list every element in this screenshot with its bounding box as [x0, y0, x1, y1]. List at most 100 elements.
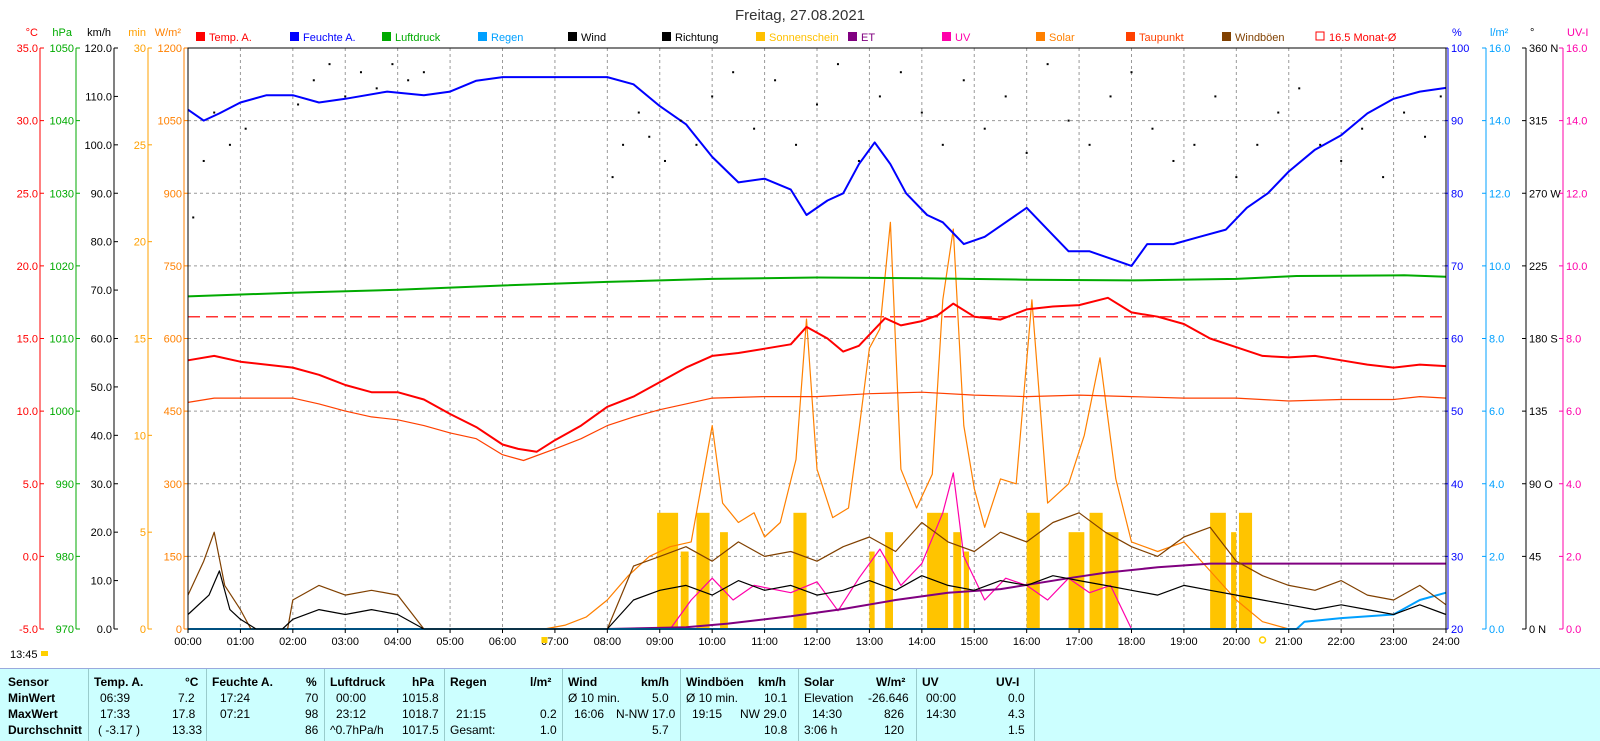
- legend-swatch: [1315, 31, 1325, 41]
- chart-title: Freitag, 27.08.2021: [735, 7, 865, 24]
- left-axis-tick-label: 5: [140, 527, 146, 539]
- stats-separator: [798, 669, 799, 741]
- left-axis-unit: W/m²: [155, 27, 182, 39]
- x-axis-tick-label: 05:00: [436, 636, 464, 648]
- x-axis-tick-label: 00:00: [174, 636, 202, 648]
- x-axis-tick-label: 02:00: [279, 636, 307, 648]
- right-axis-tick-label: 70: [1451, 261, 1463, 273]
- left-axis-tick-label: 990: [56, 479, 74, 491]
- stats-max-label: MaxWert: [8, 707, 58, 721]
- stats-max-hum-value: 98: [305, 707, 319, 721]
- right-axis-tick-label: 16.0: [1566, 43, 1587, 55]
- sunshine-bar: [680, 551, 689, 629]
- stats-gust-unit: km/h: [758, 675, 787, 689]
- direction-dot: [328, 63, 331, 66]
- left-axis-tick-label: 970: [56, 624, 74, 636]
- stats-avg-wind-value: 5.7: [652, 723, 669, 737]
- right-axis-tick-label: 90 O: [1529, 479, 1553, 491]
- direction-dot: [1403, 111, 1406, 114]
- left-axis-tick-label: 20.0: [17, 261, 38, 273]
- series-line-uv: [669, 472, 1133, 630]
- left-axis-tick-label: 1050: [158, 116, 182, 128]
- legend-label: Sonnenschein: [769, 32, 839, 44]
- stats-max-hum-time: 07:21: [220, 707, 251, 721]
- direction-dot: [202, 159, 205, 162]
- sunshine-bar: [885, 532, 894, 629]
- x-axis-tick-label: 16:00: [1013, 636, 1041, 648]
- stats-wind-unit: km/h: [641, 675, 670, 689]
- left-axis-tick-label: 40.0: [91, 430, 112, 442]
- stats-avg-uv-value: 1.5: [1008, 723, 1025, 737]
- left-axis-tick-label: 100.0: [84, 140, 112, 152]
- series-line-wind: [187, 570, 1447, 630]
- sunshine-bar: [1105, 532, 1119, 629]
- legend-swatch: [568, 32, 577, 41]
- right-axis-tick-label: 60: [1451, 334, 1463, 346]
- direction-dot: [228, 143, 231, 146]
- left-axis-tick-label: 70.0: [91, 285, 112, 297]
- direction-dot: [407, 79, 410, 82]
- left-axis-tick-label: 1040: [50, 116, 74, 128]
- direction-dot: [836, 63, 839, 66]
- stats-temp-header: Temp. A.: [94, 675, 144, 689]
- right-axis-tick-label: 16.0: [1489, 43, 1510, 55]
- left-axis-tick-label: 1000: [50, 406, 74, 418]
- right-axis-tick-label: 360 N: [1529, 43, 1558, 55]
- direction-dot: [774, 79, 777, 82]
- weather-chart: Freitag, 27.08.2021 Temp. A. Feuchte A. Lu…: [10, 7, 1588, 661]
- left-axis-tick-label: 10.0: [91, 576, 112, 588]
- left-axis-tick-label: 1010: [50, 334, 74, 346]
- stats-min-label: MinWert: [8, 691, 56, 705]
- stats-avg-solar-duration: 3:06 h: [804, 723, 838, 737]
- legend: Temp. A. Feuchte A. Luftdruck Regen Wind Rich…: [196, 31, 1397, 44]
- legend-swatch: [196, 32, 205, 41]
- stats-max-wind-time: 16:06: [574, 707, 605, 721]
- left-axis-tick-label: 30.0: [17, 116, 38, 128]
- left-axis-tick-label: 15.0: [17, 334, 38, 346]
- left-axis-tick-label: 1200: [158, 43, 182, 55]
- direction-dot: [192, 216, 195, 219]
- right-axis-unit: l/m²: [1490, 27, 1509, 39]
- stats-min-gust-a: Ø 10 min.: [686, 691, 739, 705]
- legend-label: ET: [861, 32, 875, 44]
- direction-dot: [663, 159, 666, 162]
- time-marker: [41, 651, 48, 656]
- left-axis-tick-label: 300: [164, 479, 182, 491]
- right-axis-tick-label: 225: [1529, 261, 1547, 273]
- stats-avg-rain-label: Gesamt:: [450, 723, 496, 737]
- right-axis-unit: UV-I: [1567, 27, 1588, 39]
- left-axis-tick-label: 80.0: [91, 237, 112, 249]
- stats-max-press-time: 23:12: [336, 707, 367, 721]
- stats-avg-press-trend: ^0.7hPa/h: [330, 723, 384, 737]
- x-axis-tick-label: 03:00: [331, 636, 359, 648]
- stats-avg-press-value: 1017.5: [402, 723, 439, 737]
- series-line-windb-en: [187, 512, 1447, 630]
- right-axis-tick-label: 0.0: [1566, 624, 1581, 636]
- stats-press-header: Luftdruck: [330, 675, 386, 689]
- direction-dot: [1235, 176, 1238, 179]
- right-axis-tick-label: 14.0: [1489, 116, 1510, 128]
- stats-avg-gust-value: 10.8: [764, 723, 788, 737]
- right-axis-tick-label: 135: [1529, 406, 1547, 418]
- stats-max-temp-time: 17:33: [100, 707, 131, 721]
- legend-label: Taupunkt: [1139, 32, 1184, 44]
- direction-dot: [1256, 143, 1259, 146]
- stats-press-unit: hPa: [412, 675, 435, 689]
- stats-max-rain-value: 0.2: [540, 707, 557, 721]
- legend-swatch: [1036, 32, 1045, 41]
- direction-dot: [391, 63, 394, 66]
- left-axis-tick-label: 30: [134, 43, 146, 55]
- direction-dot: [1361, 127, 1364, 130]
- direction-dot: [344, 95, 347, 98]
- direction-dot: [1025, 151, 1028, 154]
- left-axis-tick-label: 150: [164, 551, 182, 563]
- stats-min-gust-value: 10.1: [764, 691, 788, 705]
- x-axis-tick-label: 11:00: [751, 636, 778, 648]
- legend-label: 16.5 Monat-Ø: [1329, 32, 1397, 44]
- series: [187, 63, 1447, 630]
- stats-wind-header: Wind: [568, 675, 598, 689]
- direction-dot: [1088, 143, 1091, 146]
- x-axis-tick-label: 07:00: [541, 636, 569, 648]
- stats-avg-temp-trend: ( -3.17 ): [98, 723, 141, 737]
- left-axis-tick-label: 20.0: [91, 527, 112, 539]
